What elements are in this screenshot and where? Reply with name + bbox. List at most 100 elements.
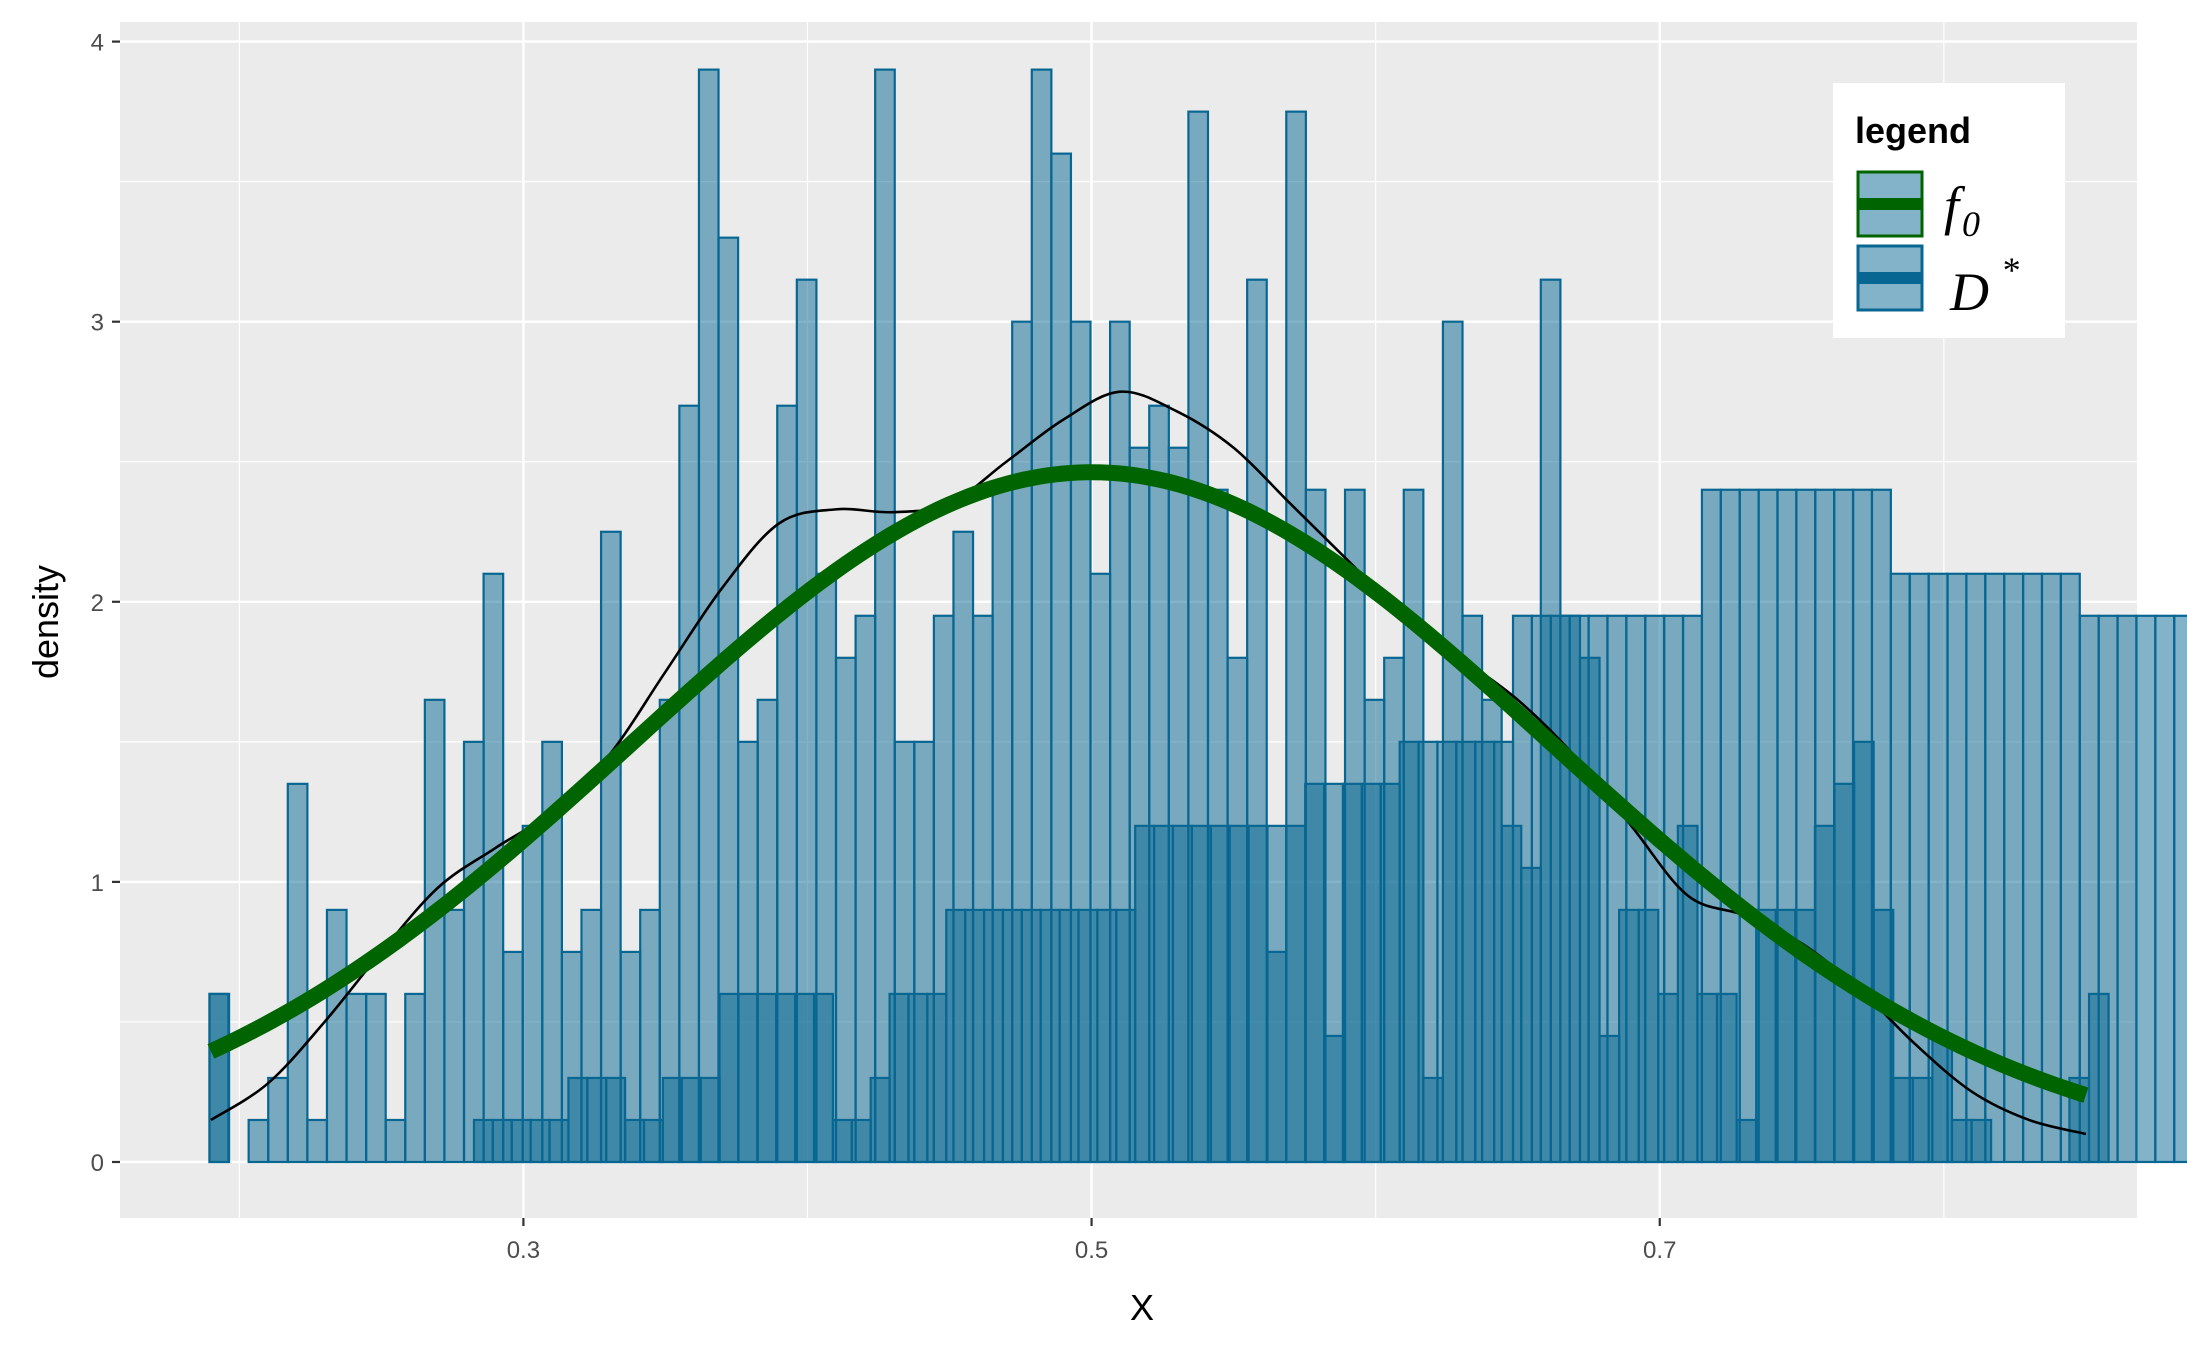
- histogram-bar: [1226, 656, 1249, 1164]
- histogram-bar: [1931, 1034, 1954, 1164]
- histogram-bar: [1441, 320, 1464, 1164]
- histogram-bar: [932, 614, 955, 1164]
- histogram-bar: [2173, 614, 2187, 1164]
- histogram-bar: [678, 404, 701, 1164]
- histogram-bar: [1984, 572, 2006, 1164]
- x-axis-title: X: [1130, 1287, 1154, 1328]
- histogram-bar: [854, 614, 877, 1164]
- histogram-bar: [1911, 1076, 1934, 1164]
- histogram-bar: [1735, 1118, 1758, 1164]
- histogram-bar: [1598, 1034, 1621, 1164]
- histogram-bar: [423, 698, 446, 1164]
- histogram-bar: [893, 740, 916, 1164]
- histogram-bar: [1128, 446, 1151, 1164]
- histogram-bar: [991, 488, 1014, 1164]
- histogram-bar: [1559, 614, 1582, 1164]
- histogram-bar: [1500, 824, 1523, 1164]
- y-tick-label: 2: [91, 590, 104, 617]
- histogram-bar: [639, 908, 661, 1164]
- histogram-bar: [874, 68, 896, 1164]
- histogram-bar: [1539, 278, 1562, 1164]
- histogram-bar: [1402, 488, 1425, 1164]
- y-tick-label: 4: [91, 30, 104, 57]
- histogram-bar: [1892, 1076, 1914, 1164]
- histogram-bar: [462, 740, 485, 1164]
- histogram-bar: [2116, 614, 2138, 1164]
- histogram-bar: [1108, 320, 1131, 1164]
- legend: legend f0 D *: [1833, 83, 2065, 338]
- histogram-bar: [1265, 950, 1288, 1164]
- histogram-bar: [1246, 278, 1268, 1164]
- histogram-bar: [384, 1118, 407, 1164]
- histogram-bar: [404, 992, 426, 1164]
- histogram-bar: [971, 614, 994, 1164]
- histogram-bar: [952, 530, 975, 1164]
- histogram-bar: [1872, 908, 1895, 1164]
- histogram-bar: [599, 530, 622, 1164]
- histogram-bar: [619, 950, 642, 1164]
- histogram-bar: [286, 782, 309, 1164]
- histogram-bar: [1324, 1034, 1347, 1164]
- histogram-bar: [1908, 572, 1930, 1164]
- histogram-bar: [1950, 1118, 1973, 1164]
- histogram-bar: [560, 950, 583, 1164]
- histogram-bar: [1461, 614, 1484, 1164]
- histogram-bar: [717, 236, 740, 1164]
- x-tick-label: 0.3: [507, 1237, 540, 1264]
- legend-label-dstar: D *: [1949, 250, 2019, 322]
- legend-dstar-superscript: *: [2001, 250, 2019, 290]
- y-axis-title: density: [25, 565, 66, 679]
- histogram-bar: [1755, 908, 1777, 1164]
- histogram-bar: [756, 698, 779, 1164]
- legend-f0-subscript: 0: [1962, 204, 1980, 244]
- histogram-bar: [815, 572, 838, 1164]
- histogram-bar: [1050, 152, 1073, 1164]
- y-tick-label: 0: [91, 1150, 104, 1177]
- histogram-bar: [306, 1118, 329, 1164]
- histogram-bar: [1637, 908, 1660, 1164]
- legend-dstar-main: D: [1949, 262, 1989, 322]
- histogram-bar: [1089, 572, 1112, 1164]
- histogram-bar: [325, 908, 348, 1164]
- histogram-bar: [580, 908, 603, 1164]
- curve-f0: [207, 464, 2089, 1103]
- histogram-bar: [795, 278, 818, 1164]
- histogram-bar: [1715, 992, 1738, 1164]
- histogram-bar: [1852, 740, 1875, 1164]
- histogram-bar: [913, 740, 935, 1164]
- histogram-bar: [1696, 992, 1719, 1164]
- histogram-bar: [1618, 908, 1640, 1164]
- x-tick-label: 0.7: [1643, 1237, 1676, 1264]
- histogram-bar: [834, 656, 857, 1164]
- histogram-bar: [247, 1118, 270, 1164]
- histogram-bar: [1285, 110, 1307, 1164]
- histogram-bar: [1578, 656, 1601, 1164]
- histogram-bar: [737, 740, 759, 1164]
- axes: 0.3 0.5 0.7 0 1 2 3 4: [91, 30, 1677, 1264]
- histogram-bar: [365, 992, 387, 1164]
- histogram-bar: [1422, 1076, 1445, 1164]
- histogram-bar: [1965, 572, 1987, 1164]
- histogram-bar: [1970, 1118, 1993, 1164]
- histogram-bar: [1480, 698, 1503, 1164]
- histogram-bar: [1206, 488, 1229, 1164]
- legend-title: legend: [1855, 110, 1971, 151]
- curves: [207, 390, 2089, 1136]
- histogram-bar: [267, 1076, 289, 1164]
- histogram-bar: [1187, 110, 1210, 1164]
- histogram-bar: [1363, 698, 1386, 1164]
- histogram-bar: [502, 950, 524, 1164]
- histogram-bar: [1030, 68, 1053, 1164]
- histogram-bar: [2135, 614, 2157, 1164]
- histogram-bar: [1383, 656, 1405, 1164]
- histogram-bar: [1148, 404, 1170, 1164]
- histogram-bar: [1304, 488, 1327, 1164]
- histogram-bar: [1167, 446, 1190, 1164]
- y-tick-label: 3: [91, 310, 104, 337]
- histogram-bar: [2059, 572, 2081, 1164]
- histogram-bar: [1813, 824, 1836, 1164]
- histogram-bar: [2087, 992, 2110, 1164]
- histogram-bar: [345, 992, 368, 1164]
- x-tick-label: 0.5: [1075, 1237, 1108, 1264]
